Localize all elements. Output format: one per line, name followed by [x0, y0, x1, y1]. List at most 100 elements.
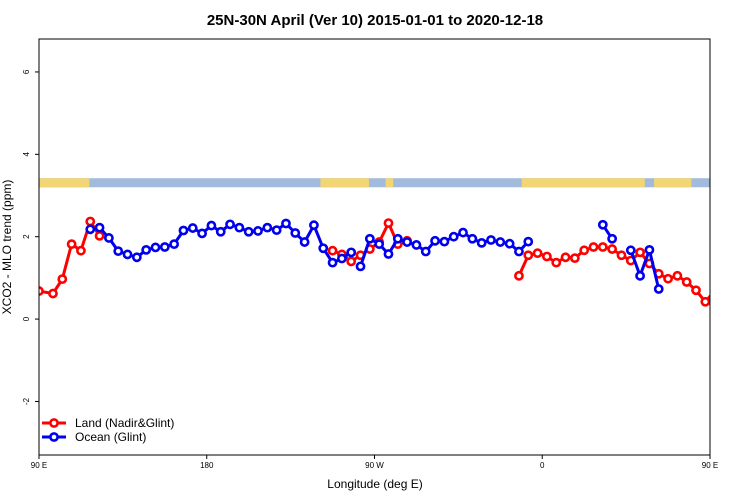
land-data-point — [57, 274, 68, 285]
land-data-point — [709, 289, 710, 293]
ocean-data-point — [299, 237, 310, 247]
land-band — [521, 178, 645, 188]
land-data-point — [48, 288, 58, 299]
land-data-point — [94, 230, 105, 241]
ocean-data-point — [495, 237, 506, 247]
ocean-data-point — [141, 244, 152, 255]
ocean-data-point — [597, 219, 608, 230]
land-data-point — [532, 248, 543, 259]
land-band — [654, 178, 692, 188]
ocean-data-point — [607, 233, 618, 244]
chart-title: 25N-30N April (Ver 10) 2015-01-01 to 202… — [207, 12, 543, 29]
ocean-data-point — [262, 222, 273, 233]
land-data-point — [681, 277, 692, 287]
land-data-point — [76, 245, 86, 256]
ocean-data-point — [318, 243, 329, 254]
ocean-data-point — [243, 226, 254, 237]
ocean-data-point — [635, 270, 646, 281]
y-tick-label: 4 — [22, 152, 31, 157]
ocean-data-point — [281, 218, 291, 229]
ocean-data-point — [476, 237, 487, 248]
ocean-data-point — [523, 236, 534, 247]
land-ocean-strip — [39, 178, 710, 188]
ocean-data-point — [225, 219, 235, 230]
ocean-data-point — [653, 284, 664, 294]
ocean-data-point — [458, 227, 468, 238]
ocean-data-point — [430, 235, 440, 246]
ocean-data-point — [644, 244, 655, 255]
ocean-data-point — [159, 242, 170, 252]
land-data-point — [346, 256, 357, 267]
y-tick-label: 0 — [22, 316, 31, 321]
ocean-data-point — [374, 239, 385, 250]
ocean-data-point — [131, 252, 142, 263]
y-axis: -2 0 2 4 6 — [22, 69, 39, 405]
land-data-point — [85, 216, 96, 227]
ocean-data-point — [336, 253, 347, 264]
ocean-data-point — [392, 233, 403, 244]
land-data-point — [542, 251, 552, 262]
land-data-point — [569, 253, 580, 264]
ocean-data-point — [103, 233, 114, 243]
land-data-point — [588, 242, 599, 252]
ocean-data-point — [290, 228, 301, 238]
land-series-line — [517, 245, 710, 304]
y-tick-label: 2 — [22, 234, 31, 239]
ocean-data-point — [197, 228, 207, 239]
ocean-data-point — [215, 226, 226, 237]
land-data-point — [616, 250, 627, 261]
ocean-data-point — [85, 224, 96, 235]
ocean-data-point — [448, 231, 459, 242]
ocean-data-point — [467, 233, 478, 244]
land-legend-marker — [49, 418, 59, 428]
land-data-point — [597, 242, 608, 252]
land-band — [320, 178, 369, 188]
series-layer — [39, 216, 746, 307]
ocean-data-point — [327, 257, 338, 268]
ocean-data-point — [113, 246, 124, 257]
ocean-legend-marker — [49, 432, 59, 442]
ocean-data-point — [346, 247, 357, 258]
land-data-point — [700, 296, 710, 307]
land-data-point — [663, 273, 673, 284]
ocean-data-point — [309, 220, 319, 231]
land-data-point — [672, 270, 683, 281]
x-axis-label: Longitude (deg E) — [327, 477, 422, 491]
ocean-data-point — [514, 246, 524, 257]
land-data-point — [635, 247, 646, 258]
y-tick-label: 6 — [22, 69, 31, 74]
land-data-point — [730, 276, 737, 283]
ocean-data-point — [206, 220, 217, 231]
ocean-data-point — [402, 237, 413, 247]
land-data-point — [383, 218, 394, 229]
ocean-data-point — [122, 249, 133, 260]
land-data-point — [560, 252, 571, 263]
land-data-point — [607, 244, 618, 254]
y-tick-label: -2 — [22, 397, 31, 405]
x-axis: 90 E 180 90 W 0 90 E — [31, 455, 718, 470]
land-data-point — [739, 241, 746, 248]
ocean-data-point — [420, 246, 431, 257]
land-data-point — [66, 239, 77, 250]
ocean-data-point — [234, 222, 245, 233]
ocean-data-point — [355, 261, 366, 272]
land-data-point — [579, 245, 590, 256]
y-axis-label: XCO2 - MLO trend (ppm) — [0, 180, 14, 315]
ocean-data-point — [271, 225, 282, 236]
ocean-data-point — [625, 245, 636, 256]
x-tick-label: 90 W — [365, 461, 384, 470]
land-legend-label: Land (Nadir&Glint) — [75, 416, 174, 430]
ocean-data-point — [486, 235, 496, 245]
x-tick-label: 90 E — [702, 461, 718, 470]
ocean-series-line — [629, 248, 661, 290]
ocean-data-point — [169, 239, 180, 250]
ocean-data-point — [150, 242, 161, 253]
land-data-point — [523, 250, 534, 261]
land-band — [39, 178, 90, 188]
legend: Land (Nadir&Glint)Ocean (Glint) — [42, 416, 174, 444]
ocean-data-point — [411, 240, 422, 250]
ocean-data-point — [187, 223, 198, 233]
land-band — [385, 178, 394, 188]
ocean-data-point — [439, 236, 450, 247]
